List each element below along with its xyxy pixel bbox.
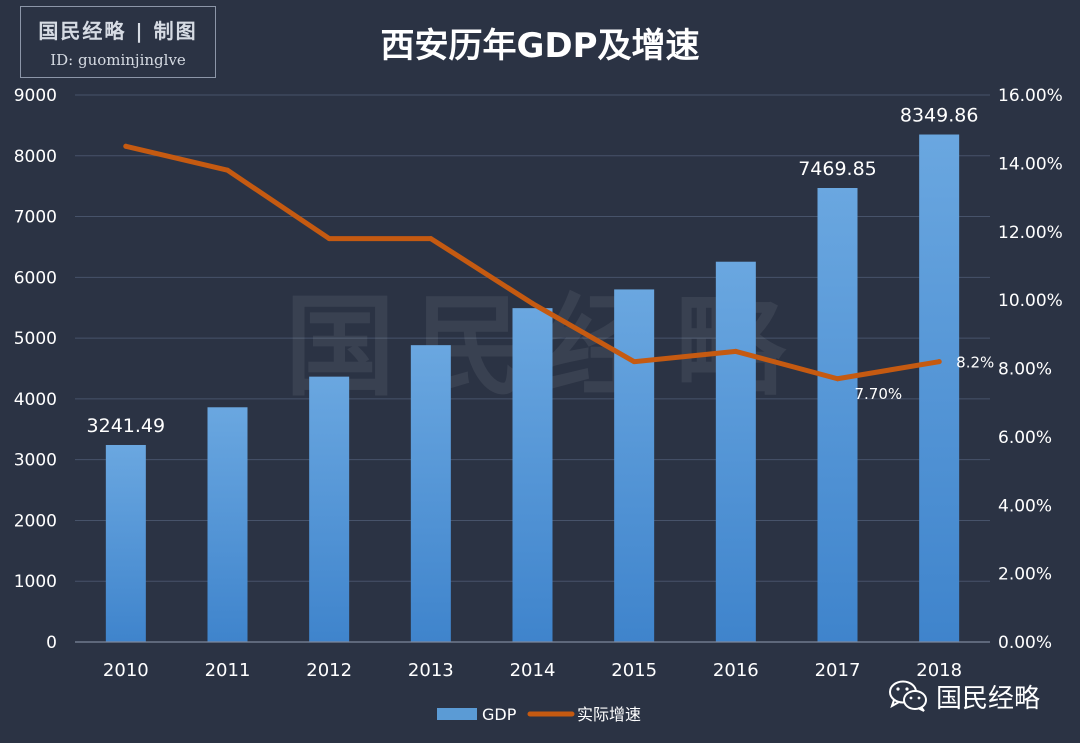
y-right-tick-label: 14.00% [998,154,1063,174]
source-stamp: 国民经略 | 制图 ID: guominjinglve [20,6,216,78]
gdp-bar [919,134,960,642]
y-left-tick-label: 2000 [14,511,57,531]
gdp-data-label: 7469.85 [798,158,877,180]
x-tick-label: 2014 [510,660,556,681]
x-tick-label: 2015 [611,660,657,681]
gdp-bars [105,134,960,642]
x-tick-label: 2010 [103,660,149,681]
x-tick-label: 2011 [205,660,251,681]
growth-point [936,359,942,365]
legend-label-gdp: GDP [482,705,517,724]
brand-watermark: 国民经略 [888,676,1040,716]
gdp-bar [614,289,655,642]
y-left-tick-label: 6000 [14,268,57,288]
growth-point [123,143,129,149]
x-tick-label: 2016 [713,660,759,681]
legend: GDP 实际增速 [437,705,641,724]
gdp-bar [207,407,248,642]
y-left-tick-label: 4000 [14,390,57,410]
y-left-tick-label: 3000 [14,451,57,471]
growth-point [530,301,535,307]
gdp-data-label: 8349.86 [900,105,979,127]
growth-point [428,236,434,242]
y-left-tick-label: 8000 [14,147,57,167]
y-right-tick-label: 2.00% [998,565,1052,585]
chart-title: 西安历年GDP及增速 [380,26,700,66]
gdp-bar [715,261,756,642]
gdp-bar [817,187,858,642]
stamp-id: ID: guominjinglve [50,51,186,69]
y-right-tick-label: 10.00% [998,291,1063,311]
x-tick-label: 2012 [306,660,352,681]
y-right-tick-label: 16.00% [998,86,1063,106]
gdp-bar [105,444,146,642]
y-right-tick-label: 0.00% [998,633,1052,653]
x-tick-label: 2013 [408,660,454,681]
y-left-tick-label: 7000 [14,208,57,228]
y-left-tick-label: 1000 [14,572,57,592]
y-right-tick-label: 8.00% [998,360,1052,380]
gdp-bar [410,345,451,642]
x-tick-label: 2018 [916,660,962,681]
y-left-tick-label: 9000 [14,86,57,106]
legend-label-growth: 实际增速 [577,705,641,724]
x-tick-label: 2017 [815,660,861,681]
legend-swatch-gdp [437,708,477,720]
growth-point [835,376,840,382]
gdp-data-label: 3241.49 [87,415,166,437]
growth-point [631,359,637,365]
growth-data-label: 7.70% [855,385,903,403]
growth-point [326,236,332,242]
wechat-icon [889,680,927,712]
y-right-tick-label: 4.00% [998,496,1052,516]
y-right-tick-label: 12.00% [998,223,1063,243]
brand-name: 国民经略 [936,683,1041,714]
data-labels: 3241.49 7469.85 8349.86 7.70% 8.2% [87,105,995,437]
axes: 0 1000 2000 3000 4000 5000 6000 7000 8000 9000 0.0… [14,86,1063,681]
gdp-bar [512,308,553,642]
growth-point [225,167,230,173]
growth-point [733,348,739,354]
growth-data-label: 8.2% [956,354,994,372]
y-right-tick-label: 6.00% [998,428,1052,448]
y-left-tick-label: 5000 [14,329,57,349]
y-left-tick-label: 0 [46,633,57,653]
gdp-bar [309,376,350,642]
stamp-title: 国民经略 | 制图 [38,19,198,43]
growth-line-series [123,143,942,382]
